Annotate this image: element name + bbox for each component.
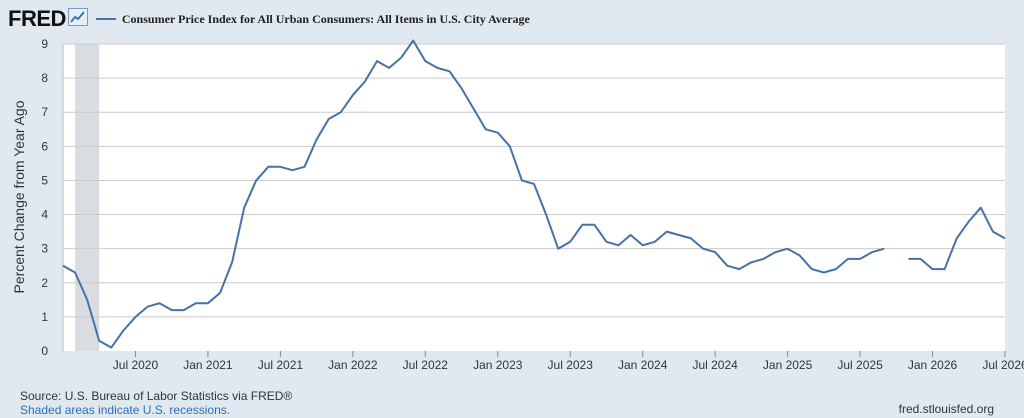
x-tick-label: Jan 2025 (763, 358, 813, 372)
y-tick-label: 3 (41, 242, 48, 256)
legend-label[interactable]: Consumer Price Index for All Urban Consu… (121, 11, 530, 26)
legend-swatch (95, 18, 116, 20)
y-tick-label: 5 (41, 173, 48, 187)
y-tick-label: 2 (41, 276, 48, 290)
recession-band-0 (75, 44, 100, 351)
trend-line-icon (67, 7, 88, 31)
series-line-segment-0-0[interactable] (62, 39, 885, 349)
y-axis-title: Percent Change from Year Ago (11, 100, 27, 293)
recession-note[interactable]: Shaded areas indicate U.S. recessions. (20, 403, 231, 417)
x-tick-label: Jul 2024 (692, 358, 738, 372)
plot-area (63, 44, 1005, 351)
x-tick-label: Jan 2024 (618, 358, 668, 372)
x-axis-ticks: Jul 2020 Jan 2021 Jul 2021 Jan 2022 Jul 2022… (113, 351, 1024, 372)
source-note: Source: U.S. Bureau of Labor Statistics … (20, 389, 293, 403)
y-tick-label: 1 (41, 310, 48, 324)
series-layer (62, 39, 1006, 349)
recession-layer (75, 44, 100, 351)
x-tick-label: Jul 2026 (982, 358, 1024, 372)
footer-notes: Source: U.S. Bureau of Labor Statistics … (20, 389, 292, 417)
site-url[interactable]: fred.stlouisfed.org (898, 402, 994, 416)
x-tick-label: Jul 2021 (258, 358, 304, 372)
y-tick-label: 4 (41, 208, 48, 222)
y-tick-label: 9 (41, 37, 48, 51)
gridlines (62, 43, 1005, 351)
y-tick-label: 8 (41, 71, 48, 85)
x-tick-label: Jul 2025 (837, 358, 883, 372)
y-tick-label: 0 (41, 344, 48, 358)
fred-logo[interactable]: FRED (8, 6, 66, 31)
y-tick-label: 6 (41, 139, 48, 153)
series-line-segment-0-1[interactable] (908, 206, 1006, 271)
chart-header: FRED Consumer Price Index for All Urban … (8, 6, 530, 32)
y-axis-ticks: 0 1 2 3 4 5 6 7 8 9 (41, 37, 48, 358)
x-tick-label: Jan 2026 (908, 358, 958, 372)
y-tick-label: 7 (41, 105, 48, 119)
legend: Consumer Price Index for All Urban Consu… (95, 11, 530, 27)
x-tick-label: Jul 2022 (403, 358, 449, 372)
x-tick-label: Jan 2022 (328, 358, 378, 372)
x-tick-label: Jul 2020 (113, 358, 159, 372)
x-tick-label: Jul 2023 (548, 358, 594, 372)
x-tick-label: Jan 2021 (183, 358, 233, 372)
x-tick-label: Jan 2023 (473, 358, 523, 372)
